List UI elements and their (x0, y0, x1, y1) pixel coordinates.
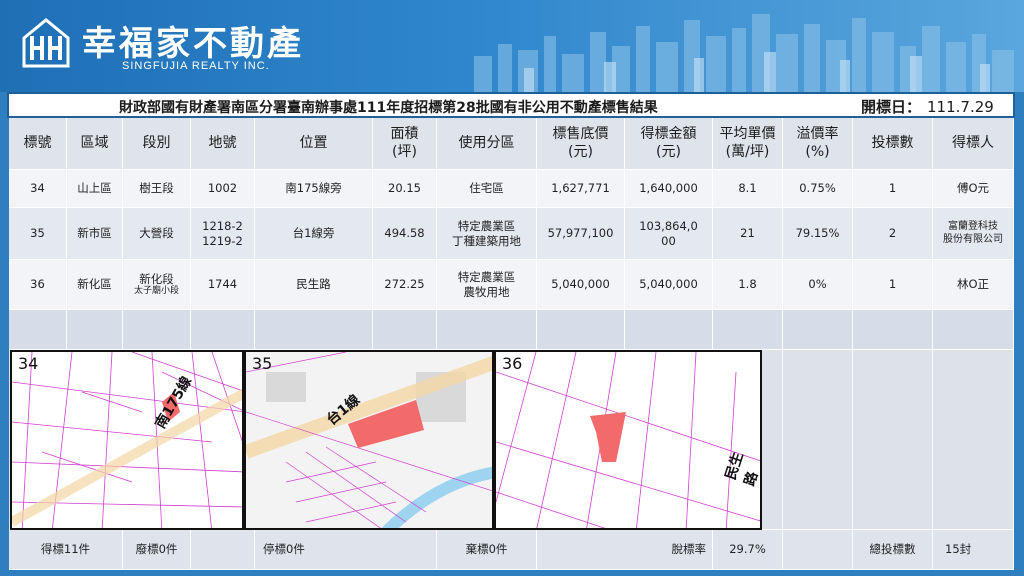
row34-unit-price: 8.1 (713, 170, 783, 208)
row35-area: 新市區 (67, 208, 123, 260)
row34-winner: 傅O元 (933, 170, 1014, 208)
row35-section: 大營段 (123, 208, 191, 260)
header-area: 區域 (67, 118, 123, 170)
page-title: 財政部國有財產署南區分署臺南辦事處111年度招標第28批國有非公用不動產標售結果 (119, 100, 658, 116)
empty-cell (713, 310, 783, 350)
row35-winner: 富蘭登科技 股份有限公司 (933, 208, 1014, 260)
empty-cell (191, 310, 255, 350)
header-winner: 得標人 (933, 118, 1014, 170)
map-lot-35: 35 台1線 (244, 350, 494, 530)
cadastral-map-34 (12, 352, 242, 528)
empty-cell (537, 310, 625, 350)
row36-winner: 林O正 (933, 260, 1014, 310)
row35-zoning: 特定農業區 丁種建築用地 (437, 208, 537, 260)
footer-total-label: 總投標數 (853, 530, 933, 570)
row34-no: 34 (9, 170, 67, 208)
empty-cell (853, 310, 933, 350)
header-lot: 地號 (191, 118, 255, 170)
row34-premium: 0.75% (783, 170, 853, 208)
row34-lot: 1002 (191, 170, 255, 208)
empty-cell (255, 310, 373, 350)
footer-abandoned: 棄標0件 (437, 530, 537, 570)
row36-lot: 1744 (191, 260, 255, 310)
house-logo-icon (22, 18, 70, 68)
row36-winning: 5,040,000 (625, 260, 713, 310)
open-date-label: 開標日： (861, 98, 922, 116)
row34-location: 南175線旁 (255, 170, 373, 208)
header-no: 標號 (9, 118, 67, 170)
row35-unit-price: 21 (713, 208, 783, 260)
row34-area: 山上區 (67, 170, 123, 208)
header-section: 段別 (123, 118, 191, 170)
row36-section-sub: 太子廟小段 (133, 286, 179, 297)
row36-premium: 0% (783, 260, 853, 310)
open-date-value: 111.7.29 (927, 98, 994, 116)
map-lot-36: 36 民生路 (494, 350, 762, 530)
row34-zoning: 住宅區 (437, 170, 537, 208)
footer-failure-value: 29.7% (713, 530, 783, 570)
empty-cell (783, 530, 853, 570)
header-unit-price: 平均單價 (萬/坪) (713, 118, 783, 170)
map-number-34: 34 (18, 354, 39, 373)
footer-won: 得標11件 (9, 530, 123, 570)
row34-size: 20.15 (373, 170, 437, 208)
row36-location: 民生路 (255, 260, 373, 310)
empty-cell (123, 310, 191, 350)
row35-premium: 79.15% (783, 208, 853, 260)
row36-bids: 1 (853, 260, 933, 310)
header-size: 面積 (坪) (373, 118, 437, 170)
empty-cell (933, 310, 1014, 350)
brand-name-english: SINGFUJIA REALTY INC. (122, 60, 270, 72)
row36-reserve: 5,040,000 (537, 260, 625, 310)
cadastral-map-36 (496, 352, 760, 528)
row35-lot: 1218-2 1219-2 (191, 208, 255, 260)
row36-size: 272.25 (373, 260, 437, 310)
row36-unit-price: 1.8 (713, 260, 783, 310)
row35-location: 台1線旁 (255, 208, 373, 260)
empty-cell (783, 350, 853, 530)
footer-void: 廢標0件 (123, 530, 191, 570)
row34-reserve: 1,627,771 (537, 170, 625, 208)
row34-section: 樹王段 (123, 170, 191, 208)
empty-cell (9, 310, 67, 350)
row35-bids: 2 (853, 208, 933, 260)
empty-cell (191, 530, 255, 570)
row36-no: 36 (9, 260, 67, 310)
map-number-36: 36 (502, 354, 523, 373)
empty-cell (437, 310, 537, 350)
brand-name: 幸福家不動產 (82, 24, 304, 64)
row36-section-cell: 新化段 太子廟小段 (123, 260, 191, 310)
row36-section: 新化段 (139, 271, 174, 286)
header-reserve-price: 標售底價 (元) (537, 118, 625, 170)
row35-reserve: 57,977,100 (537, 208, 625, 260)
row34-winning: 1,640,000 (625, 170, 713, 208)
title-bar: 財政部國有財產署南區分署臺南辦事處111年度招標第28批國有非公用不動產標售結果… (7, 92, 1015, 118)
empty-cell (933, 350, 1014, 530)
header-zoning: 使用分區 (437, 118, 537, 170)
header-premium-rate: 溢價率 (%) (783, 118, 853, 170)
header-winning-amount: 得標金額 (元) (625, 118, 713, 170)
header-banner: 幸福家不動產 SINGFUJIA REALTY INC. (0, 0, 1024, 92)
empty-cell (783, 310, 853, 350)
header-location: 位置 (255, 118, 373, 170)
map-lot-34: 34 南175線 (10, 350, 244, 530)
empty-cell (67, 310, 123, 350)
open-date: 開標日： 111.7.29 (861, 96, 994, 117)
row36-area: 新化區 (67, 260, 123, 310)
footer-stopped: 停標0件 (255, 530, 437, 570)
row35-no: 35 (9, 208, 67, 260)
header-bid-count: 投標數 (853, 118, 933, 170)
city-skyline-image (474, 14, 1014, 92)
map-number-35: 35 (252, 354, 273, 373)
empty-cell (625, 310, 713, 350)
footer-failure-label: 脫標率 (537, 530, 713, 570)
cadastral-map-35 (246, 352, 492, 528)
row35-winning: 103,864,0 00 (625, 208, 713, 260)
row35-size: 494.58 (373, 208, 437, 260)
empty-cell (853, 350, 933, 530)
footer-total-value: 15封 (933, 530, 1014, 570)
row36-zoning: 特定農業區 農牧用地 (437, 260, 537, 310)
row34-bids: 1 (853, 170, 933, 208)
empty-cell (373, 310, 437, 350)
